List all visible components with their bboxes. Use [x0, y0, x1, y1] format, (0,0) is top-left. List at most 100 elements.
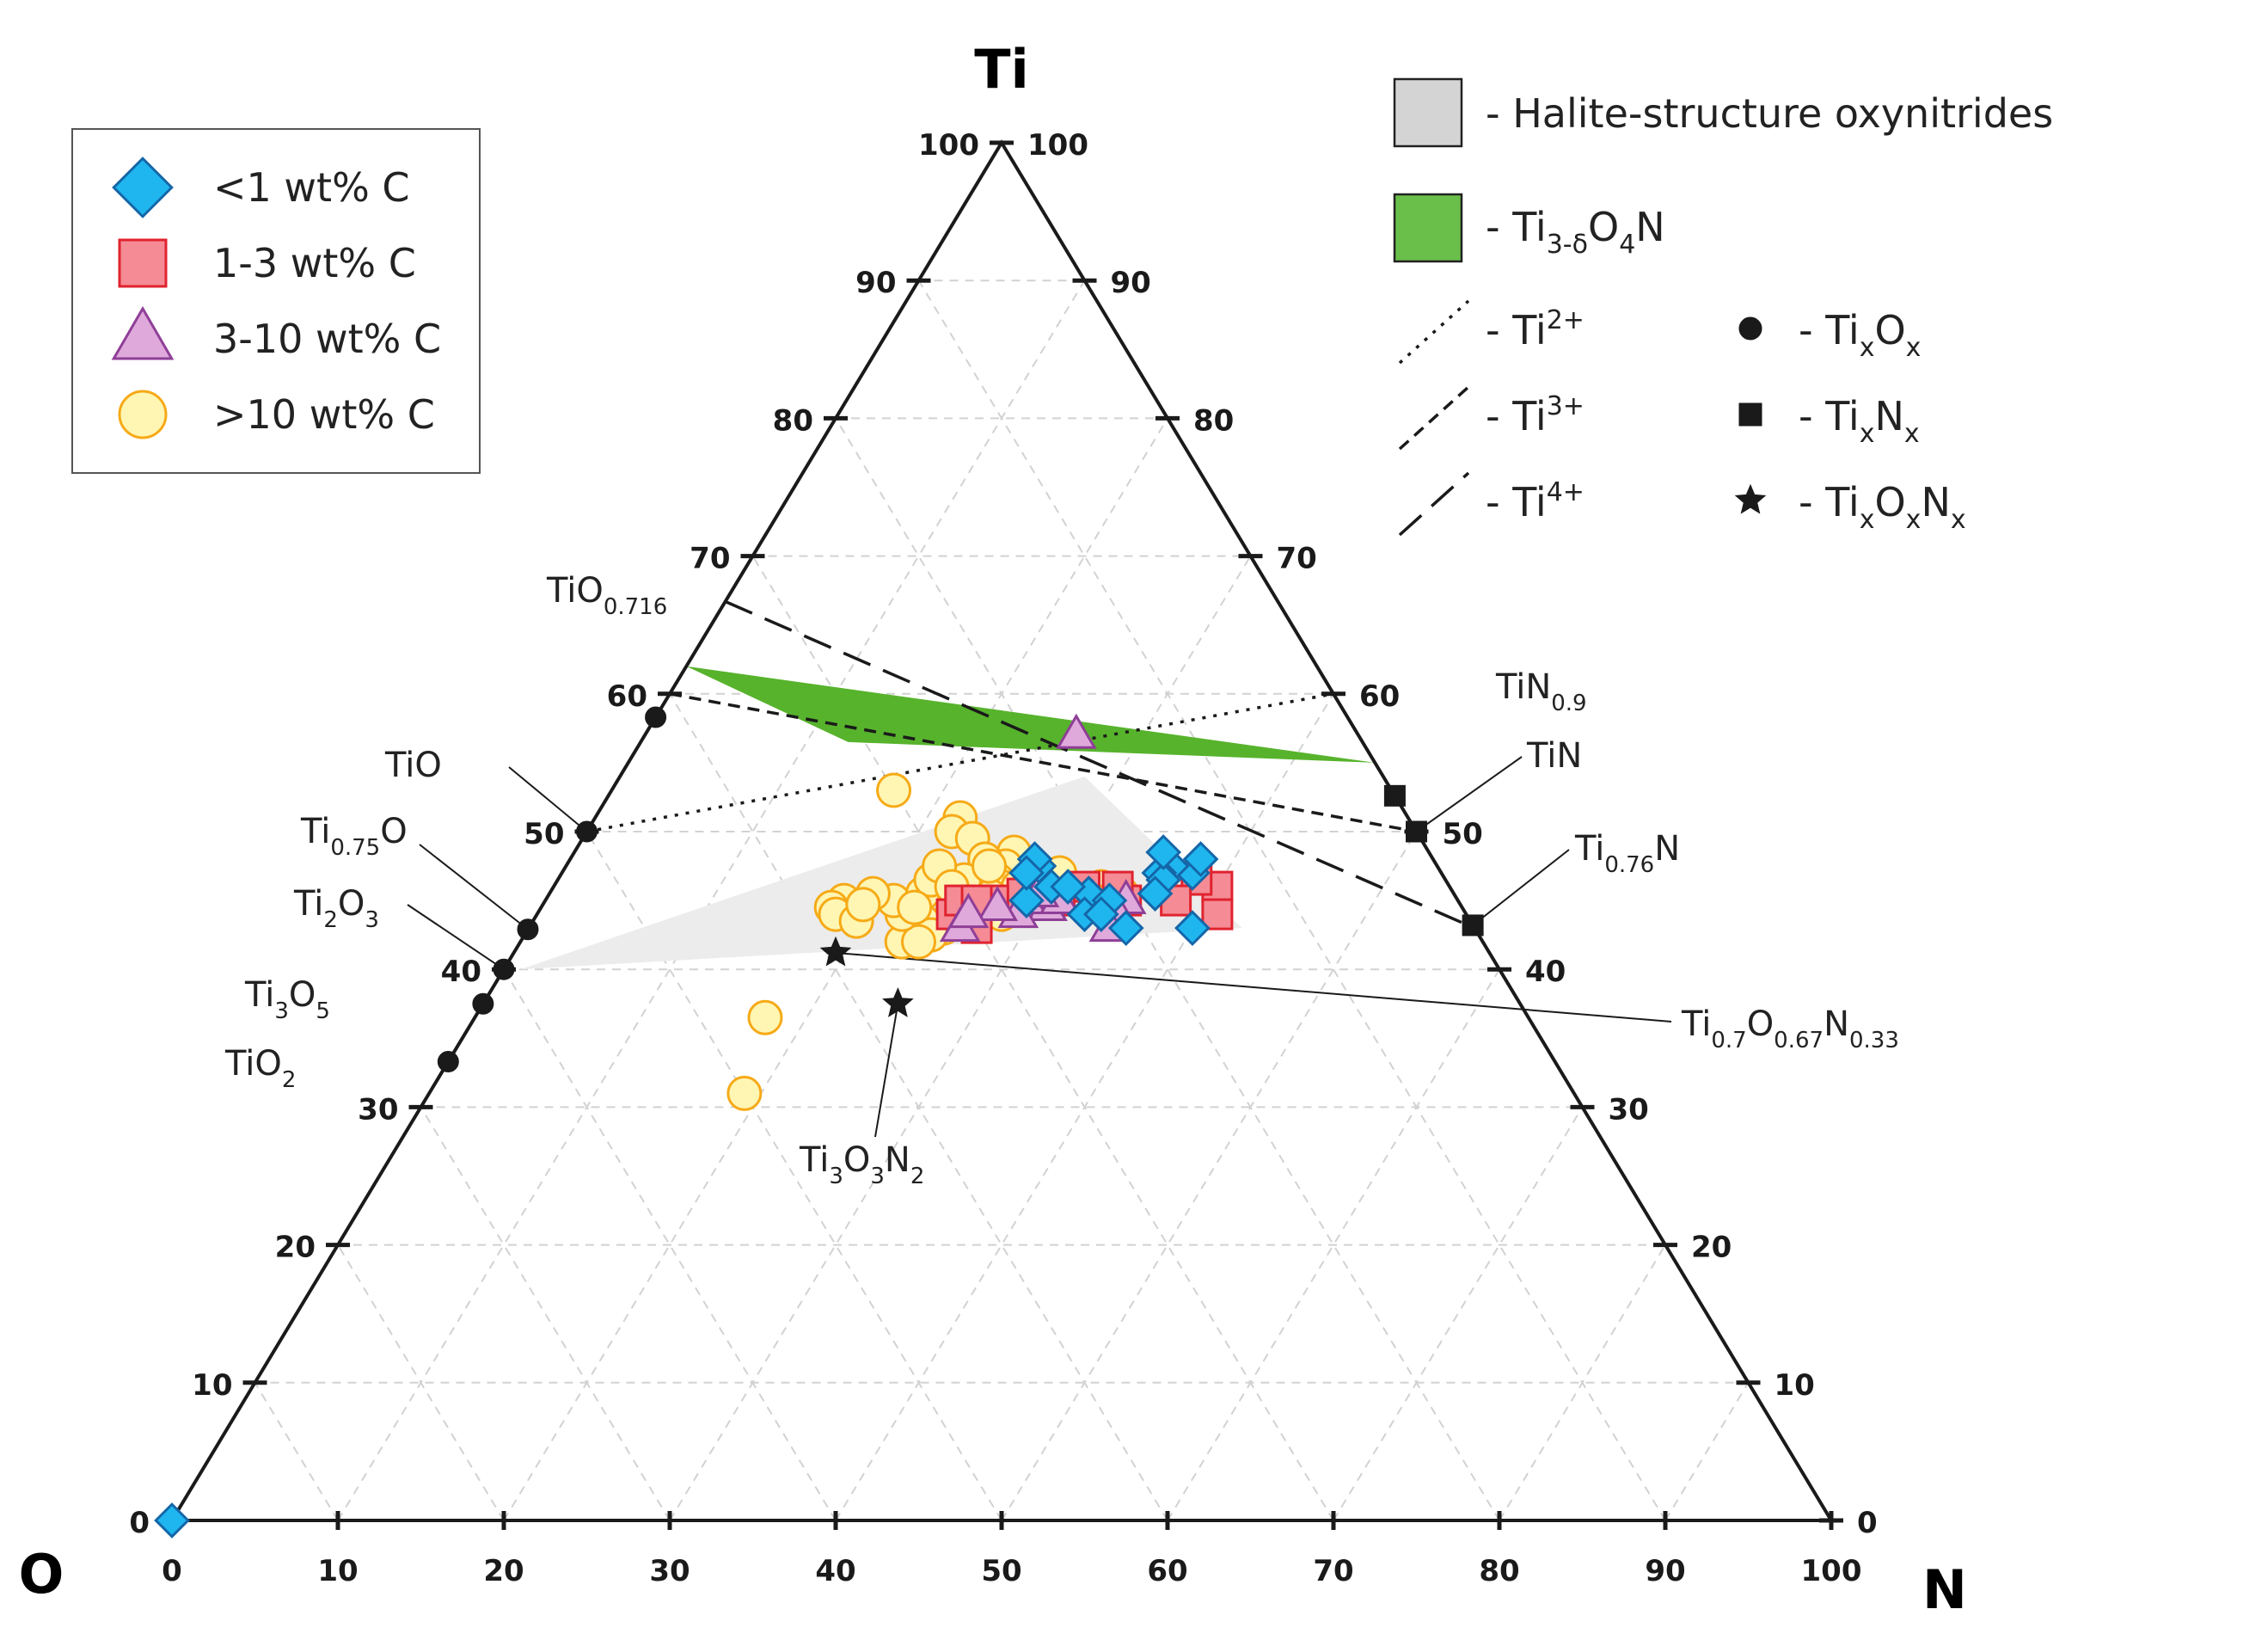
- compound-label-ti3o3n2: Ti3O3N2: [799, 1140, 924, 1189]
- legend-symbol-dot: [1738, 316, 1762, 341]
- grid-line: [669, 556, 1252, 1521]
- data-point-gt10: [901, 924, 936, 960]
- compound-point-tin09: [1383, 784, 1406, 807]
- tick-label-bottom: 80: [1479, 1554, 1519, 1588]
- data-point-gt10: [726, 1075, 763, 1111]
- grid-line: [1001, 831, 1418, 1521]
- tick-label-left: 10: [192, 1368, 232, 1403]
- tick-label-right: 40: [1525, 955, 1566, 989]
- data-point-c13: [1201, 898, 1234, 930]
- tick-label-right: 20: [1691, 1231, 1732, 1265]
- legend-line-ti3: [1398, 385, 1470, 451]
- legend-label-ti2: - Ti2+: [1486, 305, 1585, 353]
- tick-label-left: 70: [690, 542, 730, 576]
- compound-label-ti075o: Ti0.75O: [300, 812, 408, 861]
- tick-label-bottom: 70: [1313, 1554, 1353, 1588]
- compound-point-ti3o5: [472, 992, 494, 1015]
- compound-point-ti076n: [1462, 914, 1484, 937]
- valence-lines: [586, 599, 1475, 930]
- grid-line: [1664, 1382, 1750, 1521]
- compound-label-ti076n: Ti0.76N: [1574, 829, 1680, 878]
- tick-label-bottom: 20: [483, 1554, 524, 1588]
- leader-line: [407, 904, 505, 971]
- legend-marker-gt10: [118, 390, 168, 439]
- vertex-label-ti: Ti: [974, 38, 1029, 101]
- vertex-label-o: O: [19, 1543, 64, 1606]
- tick-label-bottom: 60: [1147, 1554, 1187, 1588]
- compound-point-ti075o: [517, 918, 539, 941]
- data-point-lt1: [1145, 834, 1182, 870]
- leader-line: [508, 766, 588, 832]
- data-point-c310: [1055, 713, 1097, 749]
- compound-label-tin09: TiN0.9: [1495, 667, 1587, 716]
- tick-label-left: 50: [524, 817, 564, 851]
- grid-line: [503, 417, 1168, 1521]
- legend-marker-lt1: [112, 157, 174, 218]
- legend-symbol-label-sq: - TixNx: [1799, 393, 1920, 449]
- compound-label-ti2o3: Ti2O3: [293, 884, 379, 933]
- grid-line: [751, 556, 1334, 1521]
- legend-label-c310: 3-10 wt% C: [213, 316, 441, 362]
- valence-line-ti3plus: [669, 692, 1417, 833]
- compound-label-ti3o5: Ti3O5: [244, 975, 330, 1024]
- data-point-lt1: [1082, 896, 1119, 932]
- legend-label-ti3o4n: - Ti3-δO4N: [1486, 204, 1665, 260]
- grid-lines: [254, 279, 1750, 1521]
- tick-label-right: 0: [1857, 1506, 1878, 1540]
- data-point-lt1: [1137, 875, 1174, 912]
- legend-label-ti3: - Ti3+: [1486, 391, 1585, 439]
- compound-point-tin: [1406, 820, 1427, 843]
- data-point-lt1: [1107, 910, 1144, 947]
- compound-markers: TiO0.716 TiO Ti0.75O Ti2O3 Ti3O5 TiO2 TiN0.9 Ti…: [224, 571, 1899, 1189]
- compound-point-tio0716: [645, 706, 667, 728]
- legend-symbol-label-dot: - TixOx: [1799, 307, 1921, 363]
- compound-label-tio: TiO: [384, 746, 442, 785]
- data-point-lt1: [154, 1502, 190, 1539]
- data-point-c310: [947, 893, 990, 929]
- valence-line-ti4plus: [724, 599, 1475, 930]
- data-point-c310: [977, 886, 1019, 922]
- tick-label-right: 90: [1111, 266, 1151, 300]
- data-point-lt1: [1174, 910, 1211, 947]
- legend-label-c13: 1-3 wt% C: [213, 240, 416, 286]
- legend-symbol-label-star: - TixOxNx: [1799, 479, 1966, 535]
- data-point-gt10: [876, 772, 912, 808]
- vertex-label-n: N: [1922, 1558, 1967, 1621]
- legend-label-halite: - Halite-structure oxynitrides: [1486, 90, 2053, 137]
- tick-label-right: 10: [1775, 1368, 1815, 1403]
- data-point-gt10: [845, 887, 881, 923]
- legend-label-ti4: - Ti4+: [1486, 477, 1585, 525]
- data-point-gt10: [972, 848, 1008, 884]
- tick-label-right: 100: [1027, 128, 1088, 163]
- tick-label-bottom: 90: [1645, 1554, 1685, 1588]
- leader-line: [1472, 849, 1570, 926]
- data-point-gt10: [897, 889, 933, 925]
- data-point-lt1: [1008, 882, 1045, 918]
- data-point-gt10: [747, 999, 783, 1035]
- legend-symbol-sq: [1738, 402, 1762, 427]
- tick-label-right: 70: [1277, 542, 1317, 576]
- leader-line: [874, 1004, 899, 1138]
- data-point-lt1: [1050, 869, 1087, 905]
- tick-label-left: 90: [855, 266, 896, 300]
- tick-label-bottom: 40: [815, 1554, 855, 1588]
- grid-line: [420, 1106, 671, 1521]
- tick-label-left: 60: [607, 679, 647, 714]
- ti3o4n-region: [686, 666, 1376, 763]
- tick-label-left: 80: [773, 403, 813, 438]
- leader-line: [419, 844, 529, 930]
- legend-line-ti2: [1398, 299, 1470, 365]
- tick-label-left: 40: [441, 955, 481, 989]
- data-point-lt1: [1182, 841, 1219, 877]
- compound-point-tio2: [437, 1051, 459, 1073]
- tick-label-bottom: 0: [162, 1554, 182, 1588]
- legend-swatch-halite: [1393, 77, 1463, 148]
- grid-line: [337, 1244, 505, 1521]
- leader-line: [835, 951, 1672, 1023]
- compound-label-tin: TiN: [1526, 736, 1582, 776]
- legend-swatch-ti3o4n: [1393, 193, 1463, 263]
- tick-label-bottom: 50: [981, 1554, 1021, 1588]
- tick-label-bottom: 100: [1801, 1554, 1862, 1588]
- tick-label-bottom: 10: [317, 1554, 358, 1588]
